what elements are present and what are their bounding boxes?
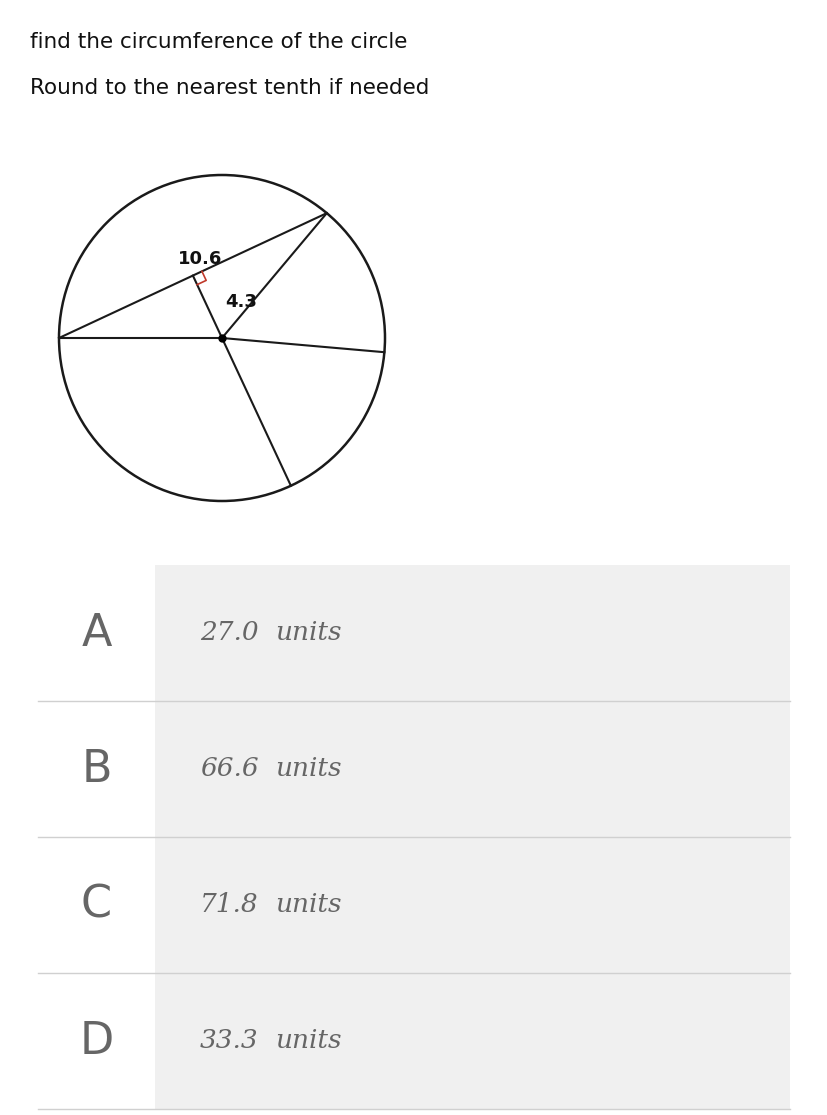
Bar (155, 837, 789, 973)
Bar (155, 701, 789, 837)
Bar (38, 973, 155, 1109)
Text: 66.6: 66.6 (200, 756, 258, 782)
Bar (38, 565, 155, 701)
Text: A: A (81, 611, 112, 655)
Text: D: D (79, 1019, 113, 1063)
Text: units: units (275, 892, 341, 918)
Bar (155, 565, 789, 701)
Text: 10.6: 10.6 (178, 250, 222, 269)
Text: 33.3: 33.3 (200, 1028, 258, 1054)
Bar (38, 837, 155, 973)
Text: units: units (275, 621, 341, 646)
Bar (155, 973, 789, 1109)
Text: C: C (81, 883, 112, 927)
Text: find the circumference of the circle: find the circumference of the circle (30, 32, 407, 52)
Text: units: units (275, 756, 341, 782)
Text: units: units (275, 1028, 341, 1054)
Text: Round to the nearest tenth if needed: Round to the nearest tenth if needed (30, 78, 429, 98)
Text: 4.3: 4.3 (225, 293, 257, 311)
Text: 71.8: 71.8 (200, 892, 258, 918)
Text: B: B (81, 747, 112, 791)
Text: 27.0: 27.0 (200, 621, 258, 646)
Bar (38, 701, 155, 837)
